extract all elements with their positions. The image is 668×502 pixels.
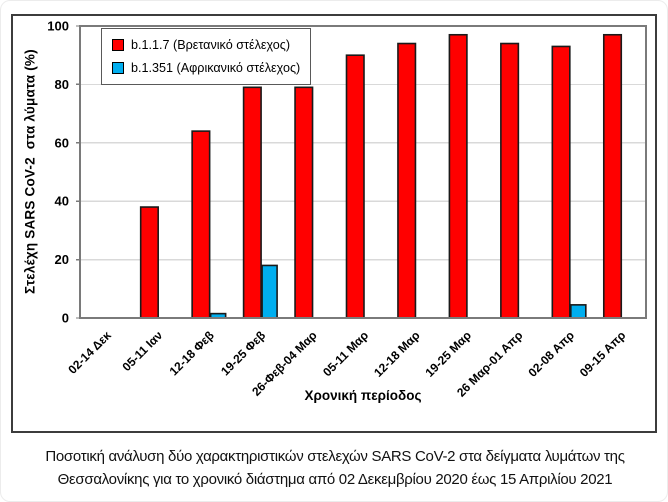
x-tick-label: 12-18 Μαρ — [371, 328, 422, 379]
bar-b1351-3 — [261, 264, 278, 319]
caption-line-2: Θεσσαλονίκης για το χρονικό διάστημα από… — [57, 471, 613, 488]
caption-line-1: Ποσοτική ανάλυση δύο χαρακτηριστικών στε… — [45, 448, 625, 465]
y-tick-label: 60 — [55, 135, 69, 150]
legend-item-b117: b.1.1.7 (Βρετανικό στέλεχος) — [112, 38, 310, 52]
x-tick-label: 19-25 Φεβ — [218, 328, 268, 378]
x-tick-label: 02-08 Απρ — [525, 328, 577, 380]
x-tick-label: 12-18 Φεβ — [167, 328, 217, 378]
bar-b117-4 — [294, 86, 314, 319]
legend-label-b117: b.1.1.7 (Βρετανικό στέλεχος) — [131, 38, 291, 52]
x-tick-label: 09-15 Απρ — [577, 328, 629, 380]
plot-frame — [79, 25, 647, 319]
y-tick-label: 80 — [55, 77, 69, 92]
bar-b117-6 — [397, 42, 417, 319]
legend-swatch-blue-icon — [112, 62, 124, 74]
y-tick-label: 100 — [47, 19, 69, 34]
x-tick-label: 19-25 Μαρ — [423, 328, 474, 379]
bar-b117-5 — [345, 54, 365, 319]
legend-swatch-red-icon — [112, 39, 124, 51]
bar-b117-10 — [602, 33, 623, 319]
y-tick-label: 20 — [55, 252, 69, 267]
bar-b117-9 — [551, 45, 571, 319]
x-tick-label: 05-11 Μαρ — [320, 328, 371, 379]
y-tick-label: 0 — [62, 311, 69, 326]
bar-b117-2 — [191, 130, 211, 319]
bar-b117-1 — [139, 206, 159, 319]
bar-b117-7 — [448, 33, 468, 319]
x-tick-label: 02-14 Δεκ — [65, 328, 114, 377]
bar-b117-3 — [242, 86, 262, 319]
x-axis-title: Χρονική περίοδος — [304, 388, 422, 403]
figure-caption: Ποσοτική ανάλυση δύο χαρακτηριστικών στε… — [1, 445, 667, 491]
bar-b1351-9 — [570, 304, 587, 319]
bar-b117-8 — [500, 42, 520, 319]
chart-figure: Στελέχη SARS CoV-2 στα λύματα (%) 0 20 40 6… — [11, 14, 657, 433]
legend: b.1.1.7 (Βρετανικό στέλεχος) b.1.351 (Αφ… — [101, 28, 311, 85]
y-tick-label: 40 — [55, 194, 69, 209]
x-tick-label: 05-11 Ιαν — [120, 328, 166, 374]
legend-item-b1351: b.1.351 (Αφρικανικό στέλεχος) — [112, 61, 310, 75]
legend-label-b1351: b.1.351 (Αφρικανικό στέλεχος) — [131, 61, 301, 75]
